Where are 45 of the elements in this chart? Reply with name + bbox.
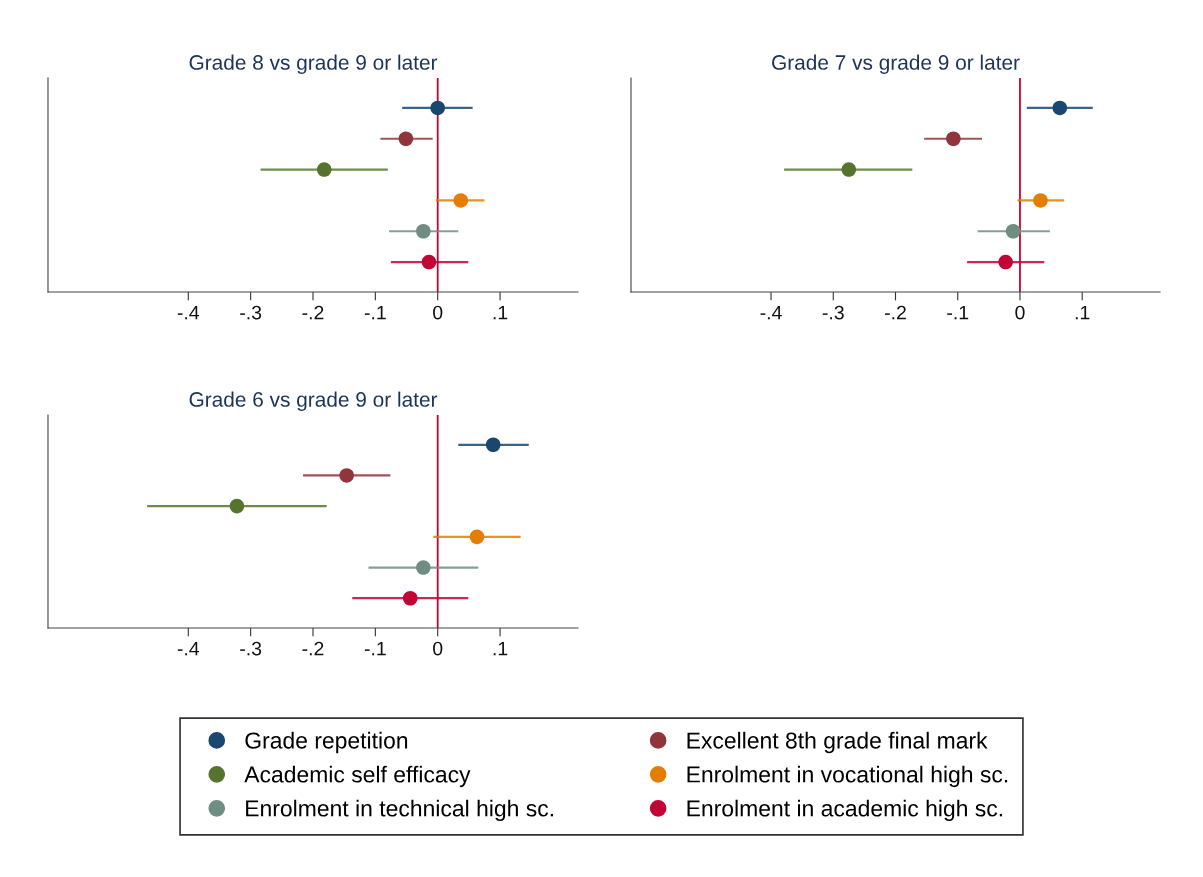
point xyxy=(416,560,431,575)
point xyxy=(402,590,418,606)
point xyxy=(430,100,445,116)
point xyxy=(453,193,469,208)
x-tick-label: -.2 xyxy=(885,305,906,320)
chart-title: Grade 6 vs grade 9 or later xyxy=(189,391,438,411)
x-tick-label: -.4 xyxy=(760,305,782,320)
x-tick-label: .1 xyxy=(493,305,508,320)
x-tick-label: -.2 xyxy=(302,305,324,320)
chart-title: Grade 7 vs grade 9 or later xyxy=(772,54,1020,74)
point xyxy=(1052,100,1068,116)
legend-label: Enrolment in technical high sc. xyxy=(246,799,553,822)
point xyxy=(1005,223,1021,239)
x-tick-label: -.1 xyxy=(364,305,386,320)
point xyxy=(946,131,961,147)
point xyxy=(398,131,414,147)
x-tick-label: -.4 xyxy=(177,305,200,320)
x-tick-label: 0 xyxy=(1015,305,1025,320)
legend-label: Enrolment in vocational high sc. xyxy=(687,765,1008,788)
x-tick-label: -.2 xyxy=(302,641,324,656)
point xyxy=(316,162,332,177)
legend-label: Grade repetition xyxy=(245,731,408,754)
point xyxy=(998,254,1013,270)
point xyxy=(339,468,354,483)
x-tick-label: -.1 xyxy=(364,641,386,656)
point xyxy=(469,529,485,545)
x-tick-label: 0 xyxy=(433,305,443,320)
chart-title: Grade 8 vs grade 9 or later xyxy=(189,54,438,74)
legend-label: Academic self efficacy xyxy=(244,765,471,788)
x-tick-label: -.1 xyxy=(947,305,969,320)
legend-label: Enrolment in academic high sc. xyxy=(687,799,1002,822)
x-tick-label: -.3 xyxy=(240,641,262,656)
x-tick-label: -.3 xyxy=(240,305,262,320)
point xyxy=(416,223,431,239)
x-tick-label: .1 xyxy=(1075,305,1090,320)
point xyxy=(229,498,245,514)
legend-label: Excellent 8th grade final mark xyxy=(687,731,988,754)
x-tick-label: .1 xyxy=(493,641,508,656)
x-tick-label: 0 xyxy=(433,641,443,656)
point xyxy=(841,162,857,177)
point xyxy=(1033,193,1048,208)
point xyxy=(421,254,437,270)
point xyxy=(485,437,501,453)
x-tick-label: -.4 xyxy=(177,641,200,656)
x-tick-label: -.3 xyxy=(822,305,844,320)
